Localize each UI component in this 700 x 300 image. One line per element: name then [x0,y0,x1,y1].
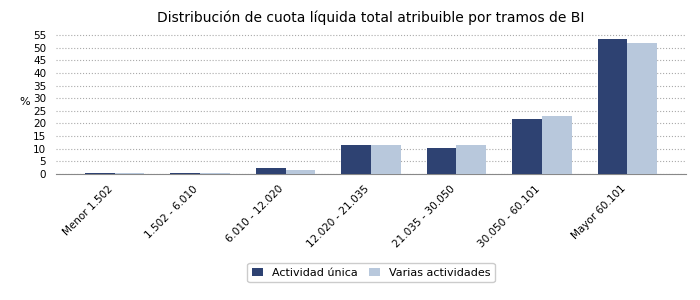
Bar [371,145,401,174]
Bar [542,116,572,174]
Bar [512,119,542,174]
Bar [426,148,456,174]
Bar [170,173,200,174]
Y-axis label: %: % [20,97,30,107]
Legend: Actividad única, Varias actividades: Actividad única, Varias actividades [247,263,495,282]
Bar [85,173,115,174]
Bar [286,170,316,174]
Bar [627,43,657,174]
Bar [341,146,371,174]
Bar [200,173,230,174]
Bar [115,173,144,174]
Bar [598,39,627,174]
Bar [456,145,486,174]
Title: Distribución de cuota líquida total atribuible por tramos de BI: Distribución de cuota líquida total atri… [158,10,584,25]
Bar [256,168,286,174]
